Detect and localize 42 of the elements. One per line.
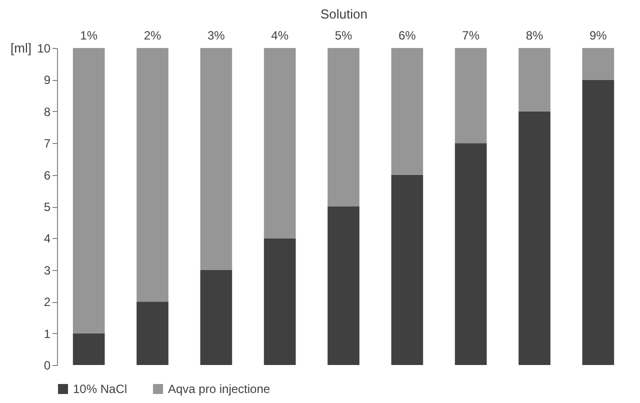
x-tick-label: 6% <box>398 28 416 42</box>
bar <box>328 48 360 206</box>
legend-label: 10% NaCl <box>73 382 128 396</box>
bar <box>391 48 424 175</box>
y-tick-label: 10 <box>37 42 51 56</box>
y-tick-label: 4 <box>44 232 51 246</box>
bar <box>518 111 550 365</box>
x-tick-label: 1% <box>80 28 98 42</box>
x-tick-label: 4% <box>271 28 289 42</box>
y-tick-label: 6 <box>44 168 51 182</box>
y-tick-label: 7 <box>44 136 51 151</box>
y-tick-label: 8 <box>44 104 51 119</box>
bar <box>264 238 296 365</box>
bar <box>391 174 424 365</box>
x-tick-label: 8% <box>526 28 544 42</box>
y-tick-label: 2 <box>44 295 51 310</box>
legend-label: Aqva pro injectione <box>168 382 270 396</box>
y-tick-label: 1 <box>44 326 51 341</box>
bar <box>582 48 614 80</box>
x-tick-label: 9% <box>589 28 608 42</box>
x-axis-title: Solution <box>320 6 368 22</box>
bar <box>72 333 105 365</box>
bar <box>136 302 168 365</box>
bar <box>328 206 360 365</box>
bar <box>518 48 550 112</box>
bar <box>454 48 487 144</box>
bar <box>200 48 232 270</box>
x-tick-label: 5% <box>334 28 352 42</box>
bar <box>136 48 168 302</box>
y-tick-label: 3 <box>44 263 51 278</box>
y-tick-label: 9 <box>44 73 51 88</box>
y-axis-title: [ml] <box>10 40 32 56</box>
bar <box>200 270 232 365</box>
x-tick-label: 3% <box>207 28 226 42</box>
bar <box>454 143 487 365</box>
y-tick-label: 5 <box>44 200 51 214</box>
x-tick-label: 2% <box>144 28 162 42</box>
bar <box>72 48 105 334</box>
bar <box>264 48 296 238</box>
y-tick-label: 0 <box>44 358 51 372</box>
x-tick-label: 7% <box>462 28 480 42</box>
bar <box>582 80 614 365</box>
